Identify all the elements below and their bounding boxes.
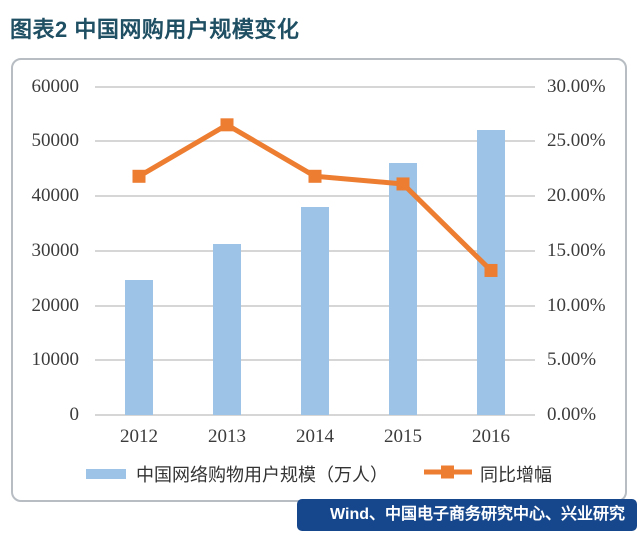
bar-series-swatch-icon [86, 469, 126, 479]
gridline [95, 195, 535, 197]
line-series-swatch-icon [424, 465, 472, 484]
y-axis-right-tick-label: 30.00% [547, 75, 606, 97]
y-axis-left-tick-label: 30000 [31, 239, 80, 261]
y-axis-left-tick-label: 20000 [31, 294, 80, 316]
y-axis-right-tick-label: 25.00% [547, 130, 606, 152]
bar-2014 [301, 206, 329, 415]
growth-marker [220, 118, 234, 132]
chart-panel: 中国网络购物用户规模（万人） 同比增幅 60000 30.00% 50000 25.0… [11, 58, 627, 502]
growth-marker [308, 169, 322, 183]
bar-2012 [125, 279, 153, 415]
y-axis-right-tick-label: 20.00% [547, 185, 606, 206]
y-axis-right-tick-label: 15.00% [547, 239, 606, 261]
bar-2015 [389, 163, 417, 415]
growth-marker [132, 169, 146, 183]
legend-label-users: 中国网络购物用户规模（万人） [136, 465, 388, 485]
growth-line-layer [132, 118, 498, 277]
x-axis-tick-label: 2016 [472, 426, 510, 447]
y-axis-left-tick-label: 0 [69, 404, 80, 425]
growth-line [137, 122, 493, 273]
y-axis-right-tick-label: 0.00% [547, 404, 597, 425]
y-axis-right-tick-label: 5.00% [547, 349, 597, 371]
x-axis-tick-label: 2013 [208, 426, 246, 447]
growth-marker [396, 177, 410, 191]
legend-label-growth: 同比增幅 [480, 465, 552, 485]
x-axis-tick-label: 2015 [384, 426, 422, 447]
gridline [95, 414, 535, 416]
bar-2013 [213, 244, 241, 415]
gridline [95, 85, 535, 88]
legend-item-growth: 同比增幅 [424, 461, 552, 487]
y-axis-left-tick-label: 10000 [31, 349, 80, 371]
y-axis-left-tick-label: 60000 [31, 75, 80, 97]
legend-item-users: 中国网络购物用户规模（万人） [86, 461, 388, 487]
y-axis-left-tick-label: 50000 [31, 130, 80, 152]
chart-title: 图表2 中国网购用户规模变化 [10, 17, 300, 42]
x-axis-tick-label: 2014 [296, 426, 334, 447]
gridline [95, 140, 535, 143]
y-axis-right-tick-label: 10.00% [547, 294, 606, 316]
chart-legend: 中国网络购物用户规模（万人） 同比增幅 [13, 461, 625, 487]
y-axis-left-tick-label: 40000 [31, 185, 80, 206]
data-source-bar: Wind、中国电子商务研究中心、兴业研究 [297, 499, 637, 531]
x-axis-tick-label: 2012 [120, 426, 158, 447]
growth-marker [484, 263, 498, 277]
